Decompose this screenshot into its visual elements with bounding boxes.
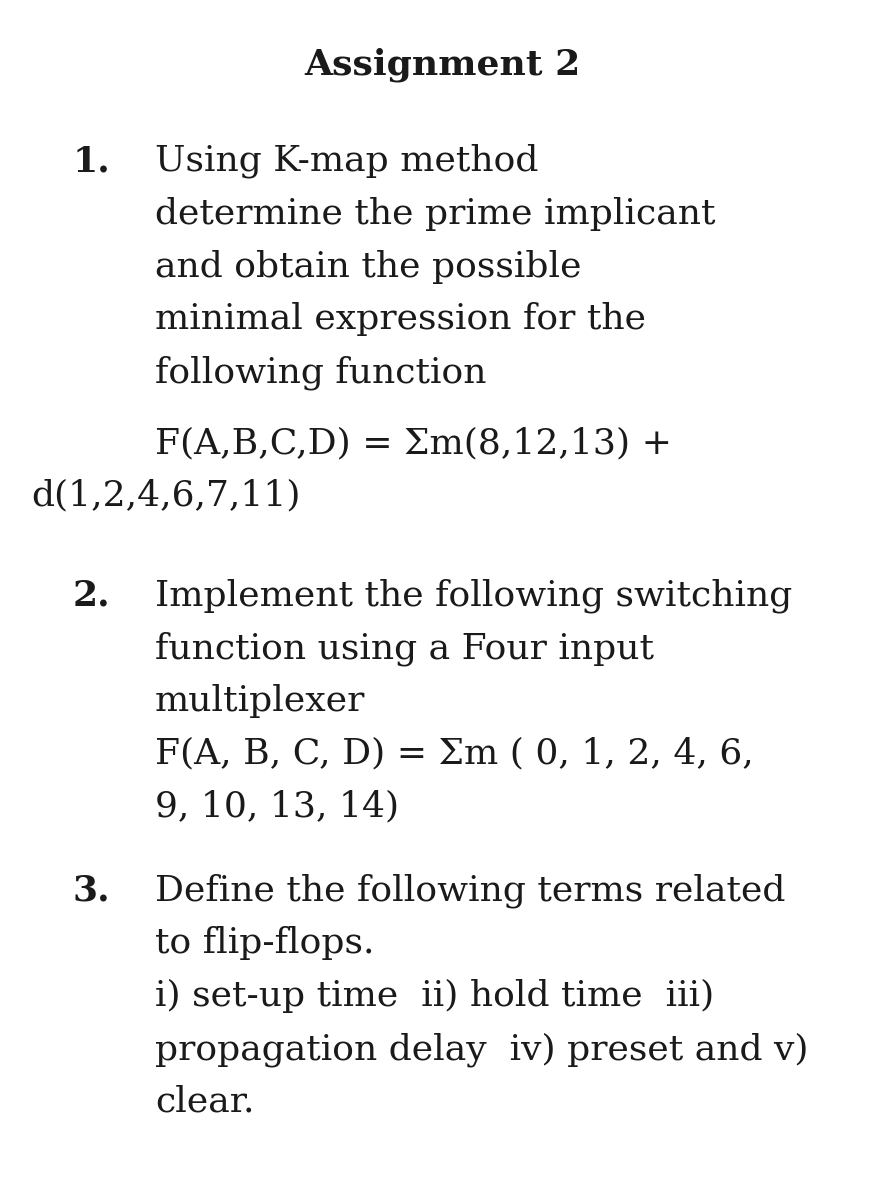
Text: 1.: 1. (73, 144, 111, 178)
Text: Using K-map method: Using K-map method (155, 144, 538, 179)
Text: determine the prime implicant: determine the prime implicant (155, 197, 715, 230)
Text: 9, 10, 13, 14): 9, 10, 13, 14) (155, 790, 399, 823)
Text: multiplexer: multiplexer (155, 684, 366, 718)
Text: and obtain the possible: and obtain the possible (155, 250, 581, 283)
Text: Assignment 2: Assignment 2 (304, 48, 581, 83)
Text: d(1,2,4,6,7,11): d(1,2,4,6,7,11) (31, 479, 301, 512)
Text: following function: following function (155, 355, 487, 390)
Text: Implement the following switching: Implement the following switching (155, 578, 792, 613)
Text: Define the following terms related: Define the following terms related (155, 874, 785, 908)
Text: F(A, B, C, D) = Σm ( 0, 1, 2, 4, 6,: F(A, B, C, D) = Σm ( 0, 1, 2, 4, 6, (155, 737, 754, 770)
Text: 2.: 2. (73, 578, 111, 612)
Text: minimal expression for the: minimal expression for the (155, 302, 646, 336)
Text: function using a Four input: function using a Four input (155, 631, 654, 666)
Text: i) set-up time  ii) hold time  iii): i) set-up time ii) hold time iii) (155, 979, 714, 1013)
Text: F(A,B,C,D) = Σm(8,12,13) +: F(A,B,C,D) = Σm(8,12,13) + (155, 426, 672, 460)
Text: 3.: 3. (73, 874, 111, 907)
Text: clear.: clear. (155, 1085, 254, 1118)
Text: to flip-flops.: to flip-flops. (155, 926, 374, 960)
Text: propagation delay  iv) preset and v): propagation delay iv) preset and v) (155, 1032, 808, 1067)
